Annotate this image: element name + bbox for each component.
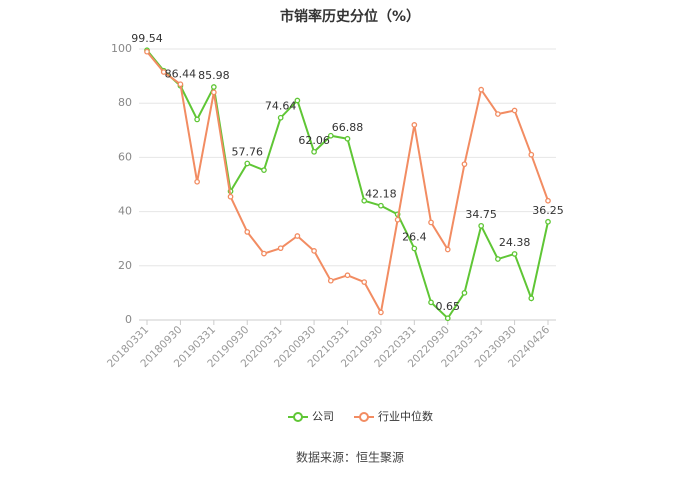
data-point	[210, 84, 217, 90]
data-point	[378, 309, 384, 316]
data-point	[210, 89, 217, 96]
y-tick-label: 60	[118, 150, 132, 163]
data-point	[160, 69, 167, 75]
data-label: 0.65	[436, 300, 461, 313]
data-label: 57.76	[232, 145, 264, 158]
legend-item: 公司	[288, 410, 334, 423]
chart-title: 市销率历史分位（%）	[280, 8, 420, 25]
data-point	[227, 193, 234, 200]
data-label: 86.44	[165, 68, 197, 81]
data-point	[444, 246, 451, 253]
data-point	[478, 86, 485, 93]
data-point	[361, 279, 368, 285]
data-point	[277, 245, 284, 252]
y-tick-label: 20	[118, 259, 132, 272]
data-point	[411, 245, 418, 252]
data-point	[177, 81, 184, 88]
data-point	[428, 299, 434, 306]
data-point	[244, 229, 251, 235]
data-point	[327, 277, 334, 284]
data-point	[528, 151, 535, 158]
y-tick-label: 100	[111, 42, 132, 55]
data-point	[294, 233, 301, 239]
data-point	[261, 250, 267, 257]
data-point	[411, 122, 418, 128]
data-label: 66.88	[332, 121, 364, 134]
data-label: 62.06	[298, 134, 330, 147]
data-label: 99.54	[131, 32, 163, 45]
data-point	[545, 218, 551, 225]
data-point	[545, 197, 551, 204]
data-point	[495, 111, 501, 117]
legend-marker	[359, 412, 369, 422]
y-tick-label: 40	[118, 205, 132, 218]
data-point	[361, 197, 368, 204]
data-point	[528, 295, 535, 302]
data-point	[495, 256, 501, 262]
data-label: 36.25	[532, 204, 564, 217]
data-point	[478, 222, 485, 229]
data-point	[511, 251, 518, 257]
data-point	[311, 248, 317, 254]
data-point	[461, 290, 468, 296]
y-tick-label: 0	[125, 313, 132, 326]
data-label: 26.4	[402, 230, 427, 243]
data-point	[244, 160, 251, 167]
data-point	[378, 202, 384, 209]
legend-label: 行业中位数	[378, 409, 433, 423]
legend-marker	[293, 412, 303, 422]
data-label: 24.38	[499, 236, 531, 249]
data-point	[428, 219, 434, 226]
data-point	[277, 114, 284, 121]
data-label: 42.18	[365, 188, 397, 201]
data-point	[294, 97, 301, 104]
legend-item: 行业中位数	[354, 409, 433, 423]
data-label: 85.98	[198, 69, 230, 82]
data-point	[344, 272, 351, 279]
data-point	[194, 116, 200, 123]
data-point	[311, 148, 317, 155]
data-label: 34.75	[465, 208, 497, 221]
data-point	[394, 216, 401, 223]
data-point	[327, 132, 334, 139]
legend-label: 公司	[312, 410, 334, 423]
data-point	[344, 135, 351, 142]
data-point	[461, 161, 468, 168]
source-note: 数据来源：恒生聚源	[296, 450, 404, 465]
data-point	[444, 315, 451, 322]
y-tick-label: 80	[118, 96, 132, 109]
data-point	[261, 167, 267, 173]
data-point	[511, 107, 518, 114]
data-point	[194, 178, 200, 185]
data-label: 74.64	[265, 100, 297, 113]
data-point	[144, 48, 150, 55]
